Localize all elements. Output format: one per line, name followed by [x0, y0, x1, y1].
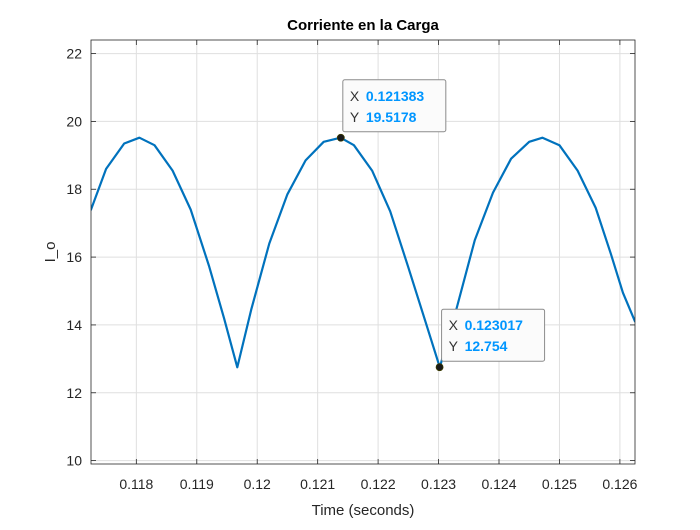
- chart-title: Corriente en la Carga: [287, 17, 439, 34]
- datatip[interactable]: X 0.121383 Y 19.5178: [336, 79, 447, 142]
- datatip-y-key: Y: [449, 338, 459, 354]
- x-axis-label: Time (seconds): [312, 502, 415, 519]
- x-tick-label: 0.121: [300, 476, 335, 492]
- x-tick-label: 0.12: [244, 476, 271, 492]
- datatip[interactable]: X 0.123017 Y 12.754: [435, 308, 546, 372]
- y-tick-label: 20: [66, 113, 82, 129]
- datatip-x-key: X: [350, 88, 360, 104]
- plot-frame: [90, 39, 636, 465]
- datatip-x-key: X: [449, 317, 459, 333]
- datatip-y-key: Y: [350, 109, 360, 125]
- datatip-x-value: 0.121383: [366, 88, 425, 104]
- x-tick-label: 0.123: [421, 476, 456, 492]
- y-tick-label: 16: [66, 249, 82, 265]
- y-tick-label: 18: [66, 181, 82, 197]
- x-tick-label: 0.118: [119, 476, 153, 492]
- x-tick-label: 0.122: [361, 476, 396, 492]
- x-tick-label: 0.119: [180, 476, 214, 492]
- datatip-x-value: 0.123017: [465, 317, 524, 333]
- datatip-marker[interactable]: [435, 363, 444, 372]
- x-tick-label: 0.125: [542, 476, 577, 492]
- y-tick-labels: 10 12 14 16 18 20 22: [66, 46, 82, 469]
- y-tick-label: 12: [66, 385, 82, 401]
- y-tick-label: 14: [66, 317, 82, 333]
- datatip-box: [441, 308, 546, 362]
- curve-layer: [91, 136, 635, 369]
- datatip-box: [342, 79, 447, 133]
- x-tick-label: 0.124: [481, 476, 516, 492]
- datatip-y-value: 12.754: [465, 338, 508, 354]
- y-tick-label: 10: [66, 453, 82, 469]
- datatip-y-value: 19.5178: [366, 109, 417, 125]
- datatips: X 0.121383 Y 19.5178 X 0.123017 Y 12.754: [336, 79, 546, 372]
- datatip-marker[interactable]: [336, 133, 345, 142]
- y-tick-label: 22: [66, 46, 82, 62]
- y-axis-label: I_o: [42, 242, 59, 263]
- current-series-line: [91, 136, 635, 369]
- x-tick-labels: 0.118 0.119 0.12 0.121 0.122 0.123 0.124 0.125 0…: [119, 476, 637, 492]
- ticks: [91, 40, 635, 464]
- x-tick-label: 0.126: [602, 476, 637, 492]
